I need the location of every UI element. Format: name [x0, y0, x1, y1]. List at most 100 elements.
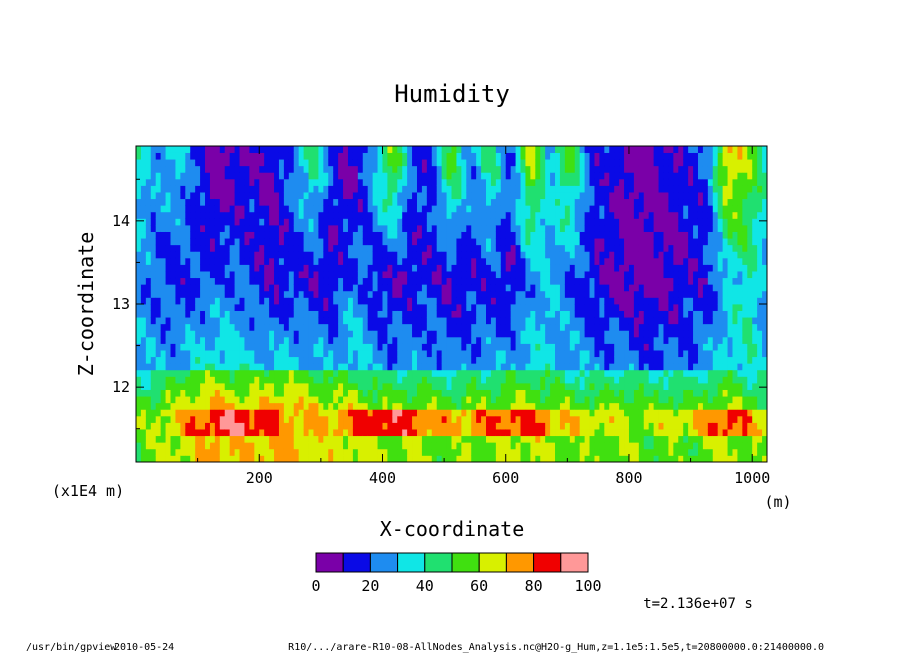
heatmap-cell: [372, 396, 378, 404]
heatmap-cell: [377, 376, 383, 384]
heatmap-cell: [535, 178, 541, 186]
heatmap-cell: [466, 146, 472, 153]
heatmap-cell: [530, 251, 536, 259]
heatmap-cell: [190, 146, 196, 153]
heatmap-cell: [505, 330, 512, 338]
heatmap-cell: [471, 409, 477, 417]
heatmap-cell: [436, 159, 443, 167]
heatmap-cell: [357, 442, 364, 450]
heatmap-cell: [372, 244, 378, 252]
heatmap-cell: [209, 383, 216, 390]
heatmap-cell: [589, 257, 595, 265]
heatmap-cell: [195, 152, 201, 160]
heatmap-cell: [574, 442, 581, 450]
heatmap-cell: [362, 310, 369, 318]
heatmap-cell: [343, 409, 349, 417]
heatmap-cell: [318, 442, 324, 450]
heatmap-cell: [347, 271, 354, 279]
heatmap-cell: [520, 244, 526, 252]
heatmap-cell: [234, 383, 240, 390]
heatmap-cell: [278, 238, 285, 246]
heatmap-cell: [140, 297, 147, 305]
heatmap-cell: [347, 389, 354, 397]
heatmap-cell: [377, 402, 383, 410]
heatmap-cell: [490, 277, 497, 285]
heatmap-cell: [500, 225, 507, 232]
heatmap-cell: [609, 146, 615, 153]
heatmap-cell: [274, 284, 280, 292]
heatmap-cell: [584, 231, 590, 239]
heatmap-cell: [436, 257, 443, 265]
heatmap-cell: [264, 172, 270, 180]
heatmap-cell: [269, 396, 275, 404]
heatmap-cell: [155, 178, 162, 186]
heatmap-cell: [288, 244, 295, 252]
heatmap-cell: [486, 297, 492, 305]
heatmap-cell: [357, 185, 364, 193]
heatmap-cell: [486, 257, 492, 265]
heatmap-cell: [594, 277, 600, 285]
heatmap-cell: [313, 317, 319, 325]
heatmap-cell: [239, 172, 245, 180]
heatmap-cell: [190, 238, 196, 246]
heatmap-cell: [579, 343, 585, 351]
heatmap-cell: [456, 192, 462, 200]
heatmap-cell: [333, 211, 339, 219]
heatmap-cell: [555, 402, 561, 410]
heatmap-cell: [599, 343, 605, 351]
heatmap-cell: [589, 231, 595, 239]
heatmap-cell: [328, 376, 334, 384]
heatmap-cell: [648, 455, 655, 463]
heatmap-cell: [382, 198, 388, 206]
heatmap-cell: [569, 165, 576, 173]
heatmap-cell: [564, 343, 571, 351]
heatmap-cell: [624, 277, 630, 285]
heatmap-cell: [352, 251, 359, 259]
heatmap-cell: [564, 429, 571, 437]
heatmap-cell: [545, 146, 551, 153]
heatmap-cell: [269, 257, 275, 265]
heatmap-cell: [555, 198, 561, 206]
heatmap-cell: [530, 350, 536, 358]
heatmap-cell: [436, 435, 443, 443]
heatmap-cell: [303, 244, 309, 252]
heatmap-cell: [160, 178, 166, 186]
heatmap-cell: [382, 442, 388, 450]
heatmap-cell: [278, 429, 285, 437]
heatmap-cell: [362, 350, 369, 358]
heatmap-cell: [471, 435, 477, 443]
heatmap-cell: [372, 257, 378, 265]
heatmap-cell: [481, 323, 487, 331]
heatmap-cell: [140, 422, 147, 430]
heatmap-cell: [200, 455, 206, 463]
heatmap-cell: [584, 185, 590, 193]
heatmap-cell: [155, 152, 162, 160]
heatmap-cell: [254, 422, 260, 430]
heatmap-cell: [377, 383, 383, 390]
heatmap-cell: [190, 284, 196, 292]
heatmap-cell: [604, 442, 610, 450]
heatmap-cell: [456, 369, 462, 377]
heatmap-cell: [195, 448, 201, 456]
heatmap-cell: [609, 290, 615, 298]
heatmap-cell: [155, 415, 162, 423]
heatmap-cell: [303, 448, 309, 456]
heatmap-cell: [254, 198, 260, 206]
heatmap-cell: [525, 297, 531, 305]
heatmap-cell: [426, 185, 433, 193]
heatmap-cell: [495, 192, 502, 200]
heatmap-cell: [569, 192, 576, 200]
heatmap-cell: [165, 165, 171, 173]
heatmap-cell: [377, 409, 383, 417]
heatmap-cell: [540, 238, 546, 246]
heatmap-cell: [515, 310, 521, 318]
heatmap-cell: [219, 231, 226, 239]
heatmap-cell: [160, 185, 166, 193]
heatmap-cell: [288, 152, 295, 160]
heatmap-cell: [515, 205, 521, 213]
heatmap-cell: [323, 350, 329, 358]
heatmap-cell: [643, 146, 650, 153]
heatmap-cell: [372, 310, 378, 318]
heatmap-cell: [323, 323, 329, 331]
heatmap-cell: [224, 363, 231, 371]
